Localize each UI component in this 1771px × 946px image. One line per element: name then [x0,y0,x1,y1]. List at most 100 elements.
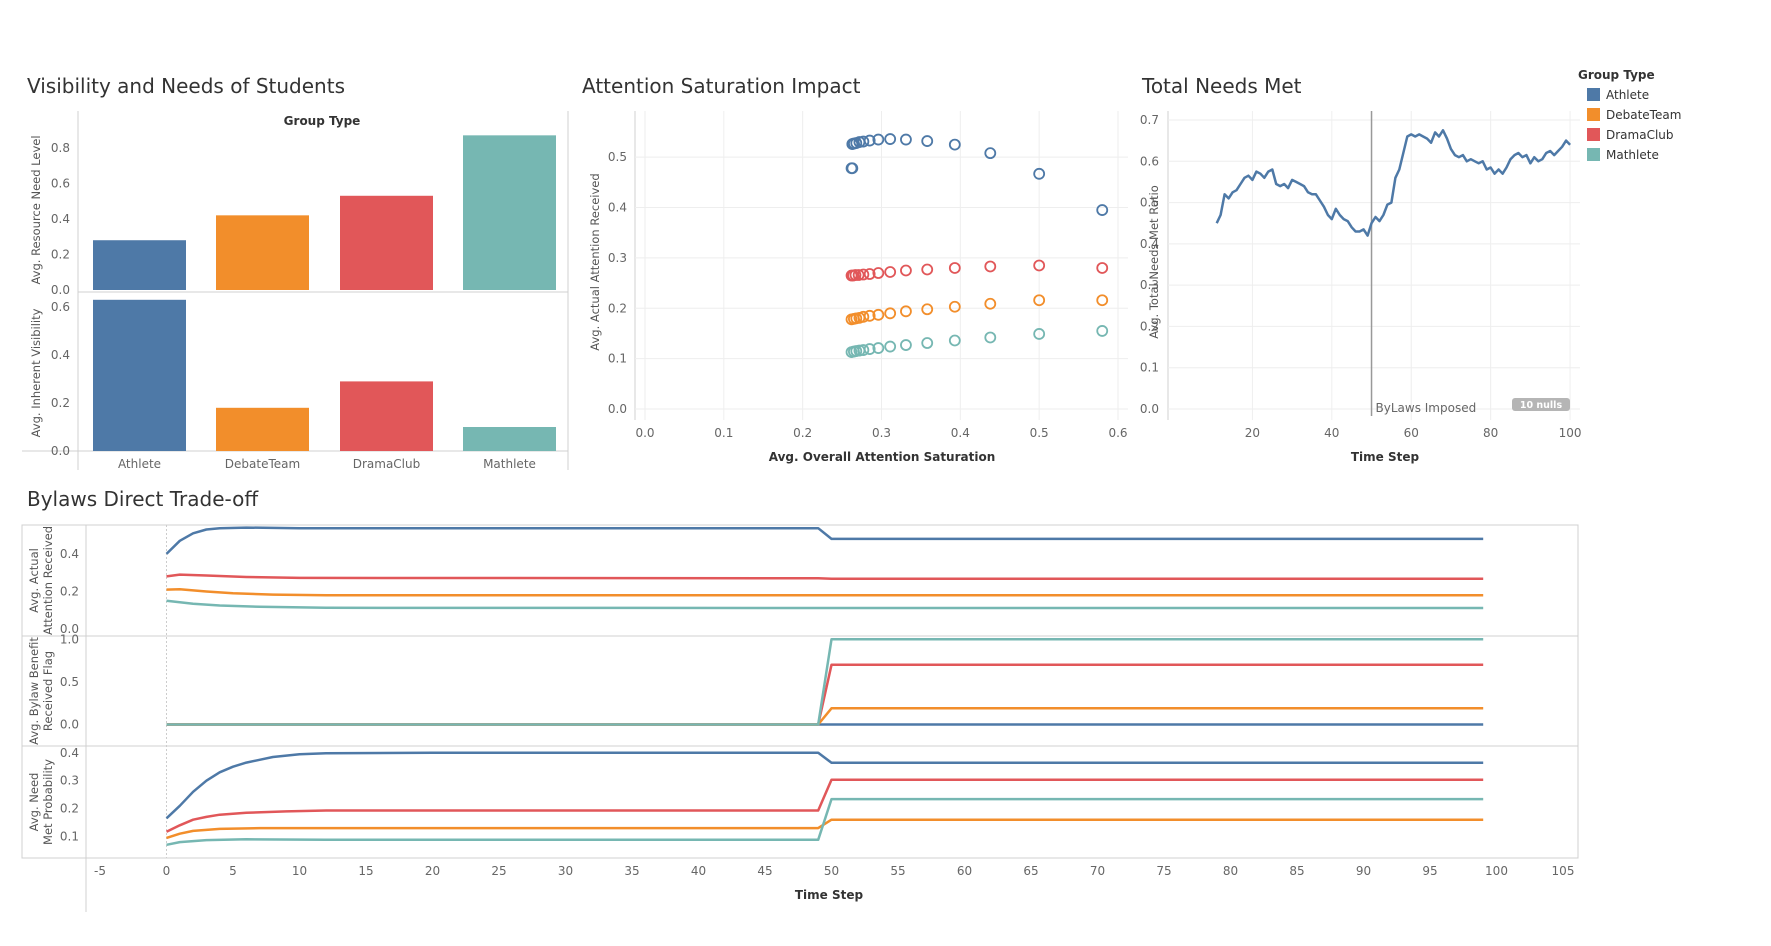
chart-attention-saturation: Attention Saturation Impact 0.0 0.1 0.2 0.3… [582,74,1128,464]
scatter-point-athlete [857,135,870,148]
scatter-point-mathlete [921,337,934,349]
needs-y-label: Avg. Total Needs Met Ratio [1147,185,1161,339]
scatter-y-tick: 0.0 [608,402,627,416]
bars-x-tick: Mathlete [483,457,536,471]
bars-x-tick: Athlete [118,457,161,471]
bars-y-tick: 0.4 [51,348,70,362]
tradeoff-line-mathlete [166,599,1484,610]
scatter-x-tick: 0.5 [1030,426,1049,440]
scatter-x-tick: 0.2 [793,426,812,440]
scatter-point-athlete [846,162,859,175]
tradeoff-x-tick: 40 [691,864,706,878]
bar-debateteam [216,407,309,451]
scatter-x-tick: 0.6 [1108,426,1127,440]
tradeoff-x-tick: 0 [163,864,171,878]
bars-y-tick: 0.0 [51,283,70,297]
tradeoff-line-mathlete [166,797,1484,847]
legend-label-debateteam: DebateTeam [1606,108,1681,122]
scatter-x-tick: 0.3 [872,426,891,440]
bars-y-tick: 0.2 [51,247,70,261]
scatter-point-dramaclub [900,264,912,277]
bars-y-tick: 0.6 [51,176,70,190]
scatter-point-dramaclub [872,267,885,279]
scatter-point-athlete [900,133,912,146]
tradeoff-x-label: Time Step [795,888,864,902]
scatter-y-tick: 0.5 [608,150,627,164]
legend-label-athlete: Athlete [1606,88,1649,102]
tradeoff-x-tick: 35 [624,864,639,878]
needs-x-tick: 60 [1404,426,1419,440]
tradeoff-x-tick: -5 [94,864,106,878]
scatter-point-dramaclub [921,263,934,276]
bars-y-label: Avg. Resource Need Level [29,135,43,284]
scatter-point-athlete [1033,167,1046,180]
bar-athlete [93,240,186,290]
tradeoff-y-label: Avg. Bylaw BenefitReceived Flag [27,637,55,745]
bar-dramaclub [340,381,433,451]
tradeoff-x-tick: 45 [757,864,772,878]
scatter-point-debateteam [900,305,912,318]
scatter-point-athlete [863,134,876,147]
tradeoff-y-tick: 0.3 [60,774,79,788]
chart-bylaws-tradeoff: Bylaws Direct Trade-off -5 0 5 10 15 20 25 30 35… [21,487,1579,912]
scatter-point-mathlete [863,343,876,355]
scatter-point-dramaclub [948,262,961,274]
tradeoff-line-athlete [165,751,1484,820]
nulls-badge [1512,398,1570,411]
tradeoff-y-label: Avg. NeedMet Probability [27,759,55,845]
tradeoff-x-tick: 95 [1422,864,1437,878]
chart-title-attention-saturation: Attention Saturation Impact [582,74,861,98]
scatter-point-dramaclub [849,269,862,281]
needs-y-tick: 0.5 [1140,196,1159,210]
scatter-point-dramaclub [852,269,865,281]
bar-athlete [93,299,186,451]
scatter-point-dramaclub [1096,262,1109,274]
bars-y-tick: 0.8 [51,141,70,155]
tradeoff-line-dramaclub [166,573,1484,580]
tradeoff-y-tick: 0.4 [60,547,79,561]
tradeoff-x-tick: 80 [1223,864,1238,878]
scatter-point-debateteam [1033,294,1046,307]
tradeoff-y-tick: 0.1 [60,829,79,843]
tradeoff-x-tick: 90 [1356,864,1371,878]
bars-x-tick: DramaClub [353,457,421,471]
needs-x-tick: 40 [1324,426,1339,440]
scatter-point-mathlete [984,331,997,344]
needs-y-tick: 0.4 [1140,237,1159,251]
scatter-point-debateteam [857,310,870,323]
tradeoff-y-tick: 0.0 [60,717,79,731]
scatter-y-tick: 0.1 [608,352,627,366]
tradeoff-x-tick: 100 [1485,864,1508,878]
bars-y-label: Avg. Inherent Visibility [29,308,43,437]
scatter-point-dramaclub [1033,259,1046,272]
needs-y-tick: 0.7 [1140,113,1159,127]
bars-y-tick: 0.2 [51,396,70,410]
needs-x-label: Time Step [1351,450,1420,464]
legend-label-dramaclub: DramaClub [1606,128,1674,142]
scatter-point-mathlete [900,339,912,351]
chart-title-visibility-needs: Visibility and Needs of Students [27,74,345,98]
legend-swatch-mathlete [1587,148,1600,161]
tradeoff-frame [21,524,1579,859]
scatter-point-debateteam [1096,294,1109,307]
scatter-x-tick: 0.1 [714,426,733,440]
legend-swatch-debateteam [1587,108,1600,121]
scatter-point-mathlete [857,344,870,356]
needs-y-tick: 0.3 [1140,278,1159,292]
bars-y-tick: 0.0 [51,444,70,458]
tradeoff-y-tick: 0.5 [60,675,79,689]
legend: Group Type Athlete DebateTeam DramaClub Mat… [1578,68,1681,162]
needs-x-tick: 80 [1483,426,1498,440]
scatter-point-mathlete [948,334,961,347]
scatter-point-mathlete [872,342,885,354]
scatter-point-athlete [872,133,885,146]
tradeoff-x-tick: 70 [1090,864,1105,878]
scatter-point-debateteam [984,297,997,310]
tradeoff-x-tick: 50 [824,864,839,878]
scatter-point-dramaclub [863,268,876,280]
tradeoff-line-debateteam [166,707,1484,726]
chart-title-bylaws-tradeoff: Bylaws Direct Trade-off [27,487,259,511]
tradeoff-x-tick: 105 [1552,864,1575,878]
scatter-point-debateteam [921,303,934,316]
scatter-point-athlete [984,147,997,160]
